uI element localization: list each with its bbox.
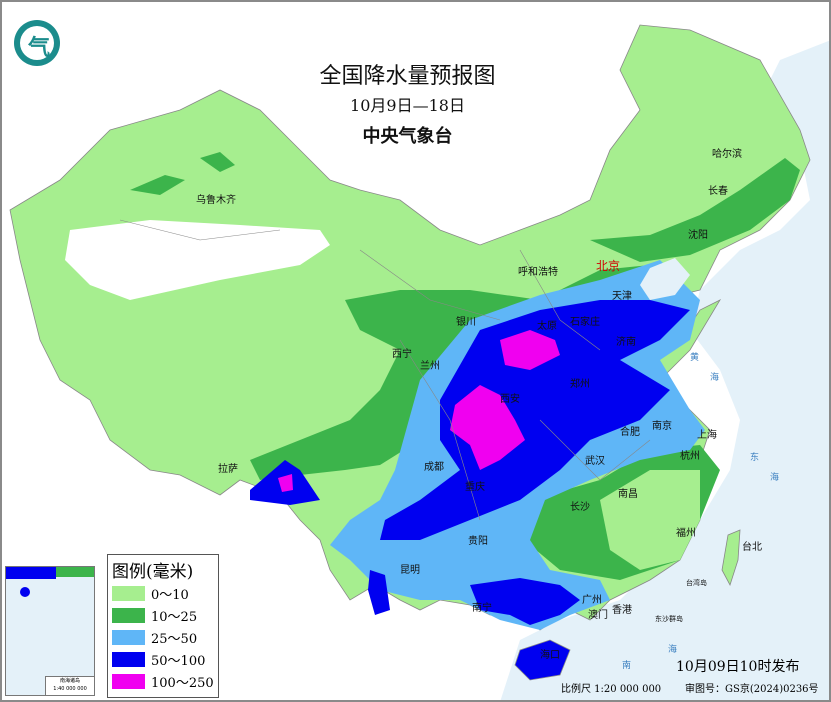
date-range: 10月9日—18日 (350, 96, 465, 115)
legend-item: 100～250 (112, 670, 218, 692)
legend-item: 10～25 (112, 604, 218, 626)
legend-item: 0～10 (112, 582, 218, 604)
city-label: 西安 (500, 394, 520, 405)
legend-label: 100～250 (151, 675, 214, 691)
region-no-rain (65, 220, 330, 300)
city-label: 合肥 (620, 427, 640, 438)
city-label: 长春 (708, 186, 728, 197)
city-label: 重庆 (465, 482, 485, 493)
city-label: 澳门 (588, 610, 608, 621)
island-label: 台湾岛 (686, 579, 707, 587)
bohai-sea (640, 258, 690, 300)
city-label: 南昌 (618, 489, 638, 500)
city-label: 杭州 (680, 451, 700, 462)
city-label: 台北 (742, 542, 762, 553)
sea-label: 海 (710, 373, 720, 383)
region-50-100-south (250, 460, 580, 625)
city-label: 福州 (676, 528, 696, 539)
sea-label: 黄 (690, 353, 700, 363)
legend-swatch (112, 651, 145, 667)
legend-item: 50～100 (112, 648, 218, 670)
region-100-250 (278, 330, 560, 492)
legend-label: 25～50 (151, 631, 198, 647)
hainan (514, 639, 571, 681)
legend-item: 25～50 (112, 626, 218, 648)
legend-swatch (112, 629, 145, 645)
legend-swatch (112, 673, 145, 689)
city-label: 昆明 (400, 565, 420, 576)
city-label: 太原 (537, 321, 557, 332)
island-label: 东沙群岛 (655, 615, 683, 623)
city-label: 沈阳 (688, 230, 708, 241)
legend-swatch (112, 607, 145, 623)
inset-title: 南海诸岛 (59, 678, 80, 684)
city-label: 呼和浩特 (518, 267, 558, 278)
publish-time: 10月09日10时发布 (676, 659, 800, 675)
city-label: 天津 (612, 291, 632, 302)
region-50-100 (380, 300, 690, 540)
legend-title: 图例(毫米) (112, 562, 194, 582)
sea-label: 南 (622, 661, 632, 671)
map-title: 全国降水量预报图 (319, 64, 496, 89)
map-scale: 比例尺 1:20 000 000 (561, 684, 662, 695)
city-label: 兰州 (420, 361, 440, 372)
region-green-fill-se (600, 470, 700, 570)
city-label: 长沙 (570, 502, 590, 513)
south-china-sea-inset: 南海诸岛 1:40 000 000 (5, 566, 95, 696)
logo-glyph: 气 (28, 36, 51, 61)
sea-label: 海 (770, 473, 780, 483)
cma-logo: 气 (14, 20, 60, 66)
city-label: 香港 (612, 605, 632, 616)
city-label: 上海 (697, 430, 717, 441)
city-label: 郑州 (570, 379, 590, 390)
city-label: 拉萨 (218, 464, 238, 475)
city-label: 武汉 (585, 456, 605, 467)
issuer: 中央气象台 (362, 126, 453, 147)
sea-label: 海 (668, 645, 678, 655)
city-label: 济南 (616, 337, 636, 348)
review-number: 审图号：GS京(2024)0236号 (685, 684, 819, 695)
city-label: 广州 (582, 595, 602, 606)
taiwan (721, 529, 741, 587)
region-10-25-north (130, 152, 235, 195)
legend: 图例(毫米) 0～10 10～25 25～50 50～100 100～250 (107, 554, 219, 698)
legend-label: 10～25 (151, 609, 198, 625)
city-label: 北京 (596, 259, 621, 273)
legend-swatch (112, 585, 145, 601)
sea-label: 东 (750, 453, 760, 463)
region-10-25-northeast (590, 158, 800, 262)
city-label: 贵阳 (468, 536, 488, 547)
inset-scale: 1:40 000 000 (53, 686, 87, 692)
legend-label: 50～100 (151, 653, 206, 669)
city-label: 乌鲁木齐 (196, 195, 236, 206)
city-label: 成都 (424, 462, 444, 473)
city-label: 石家庄 (570, 317, 600, 328)
city-label: 南京 (652, 421, 672, 432)
legend-label: 0～10 (151, 587, 189, 603)
city-label: 西宁 (392, 349, 412, 360)
city-label: 银川 (456, 317, 476, 328)
city-label: 哈尔滨 (712, 149, 742, 160)
city-label: 南宁 (472, 603, 492, 614)
city-label: 海口 (540, 650, 560, 661)
